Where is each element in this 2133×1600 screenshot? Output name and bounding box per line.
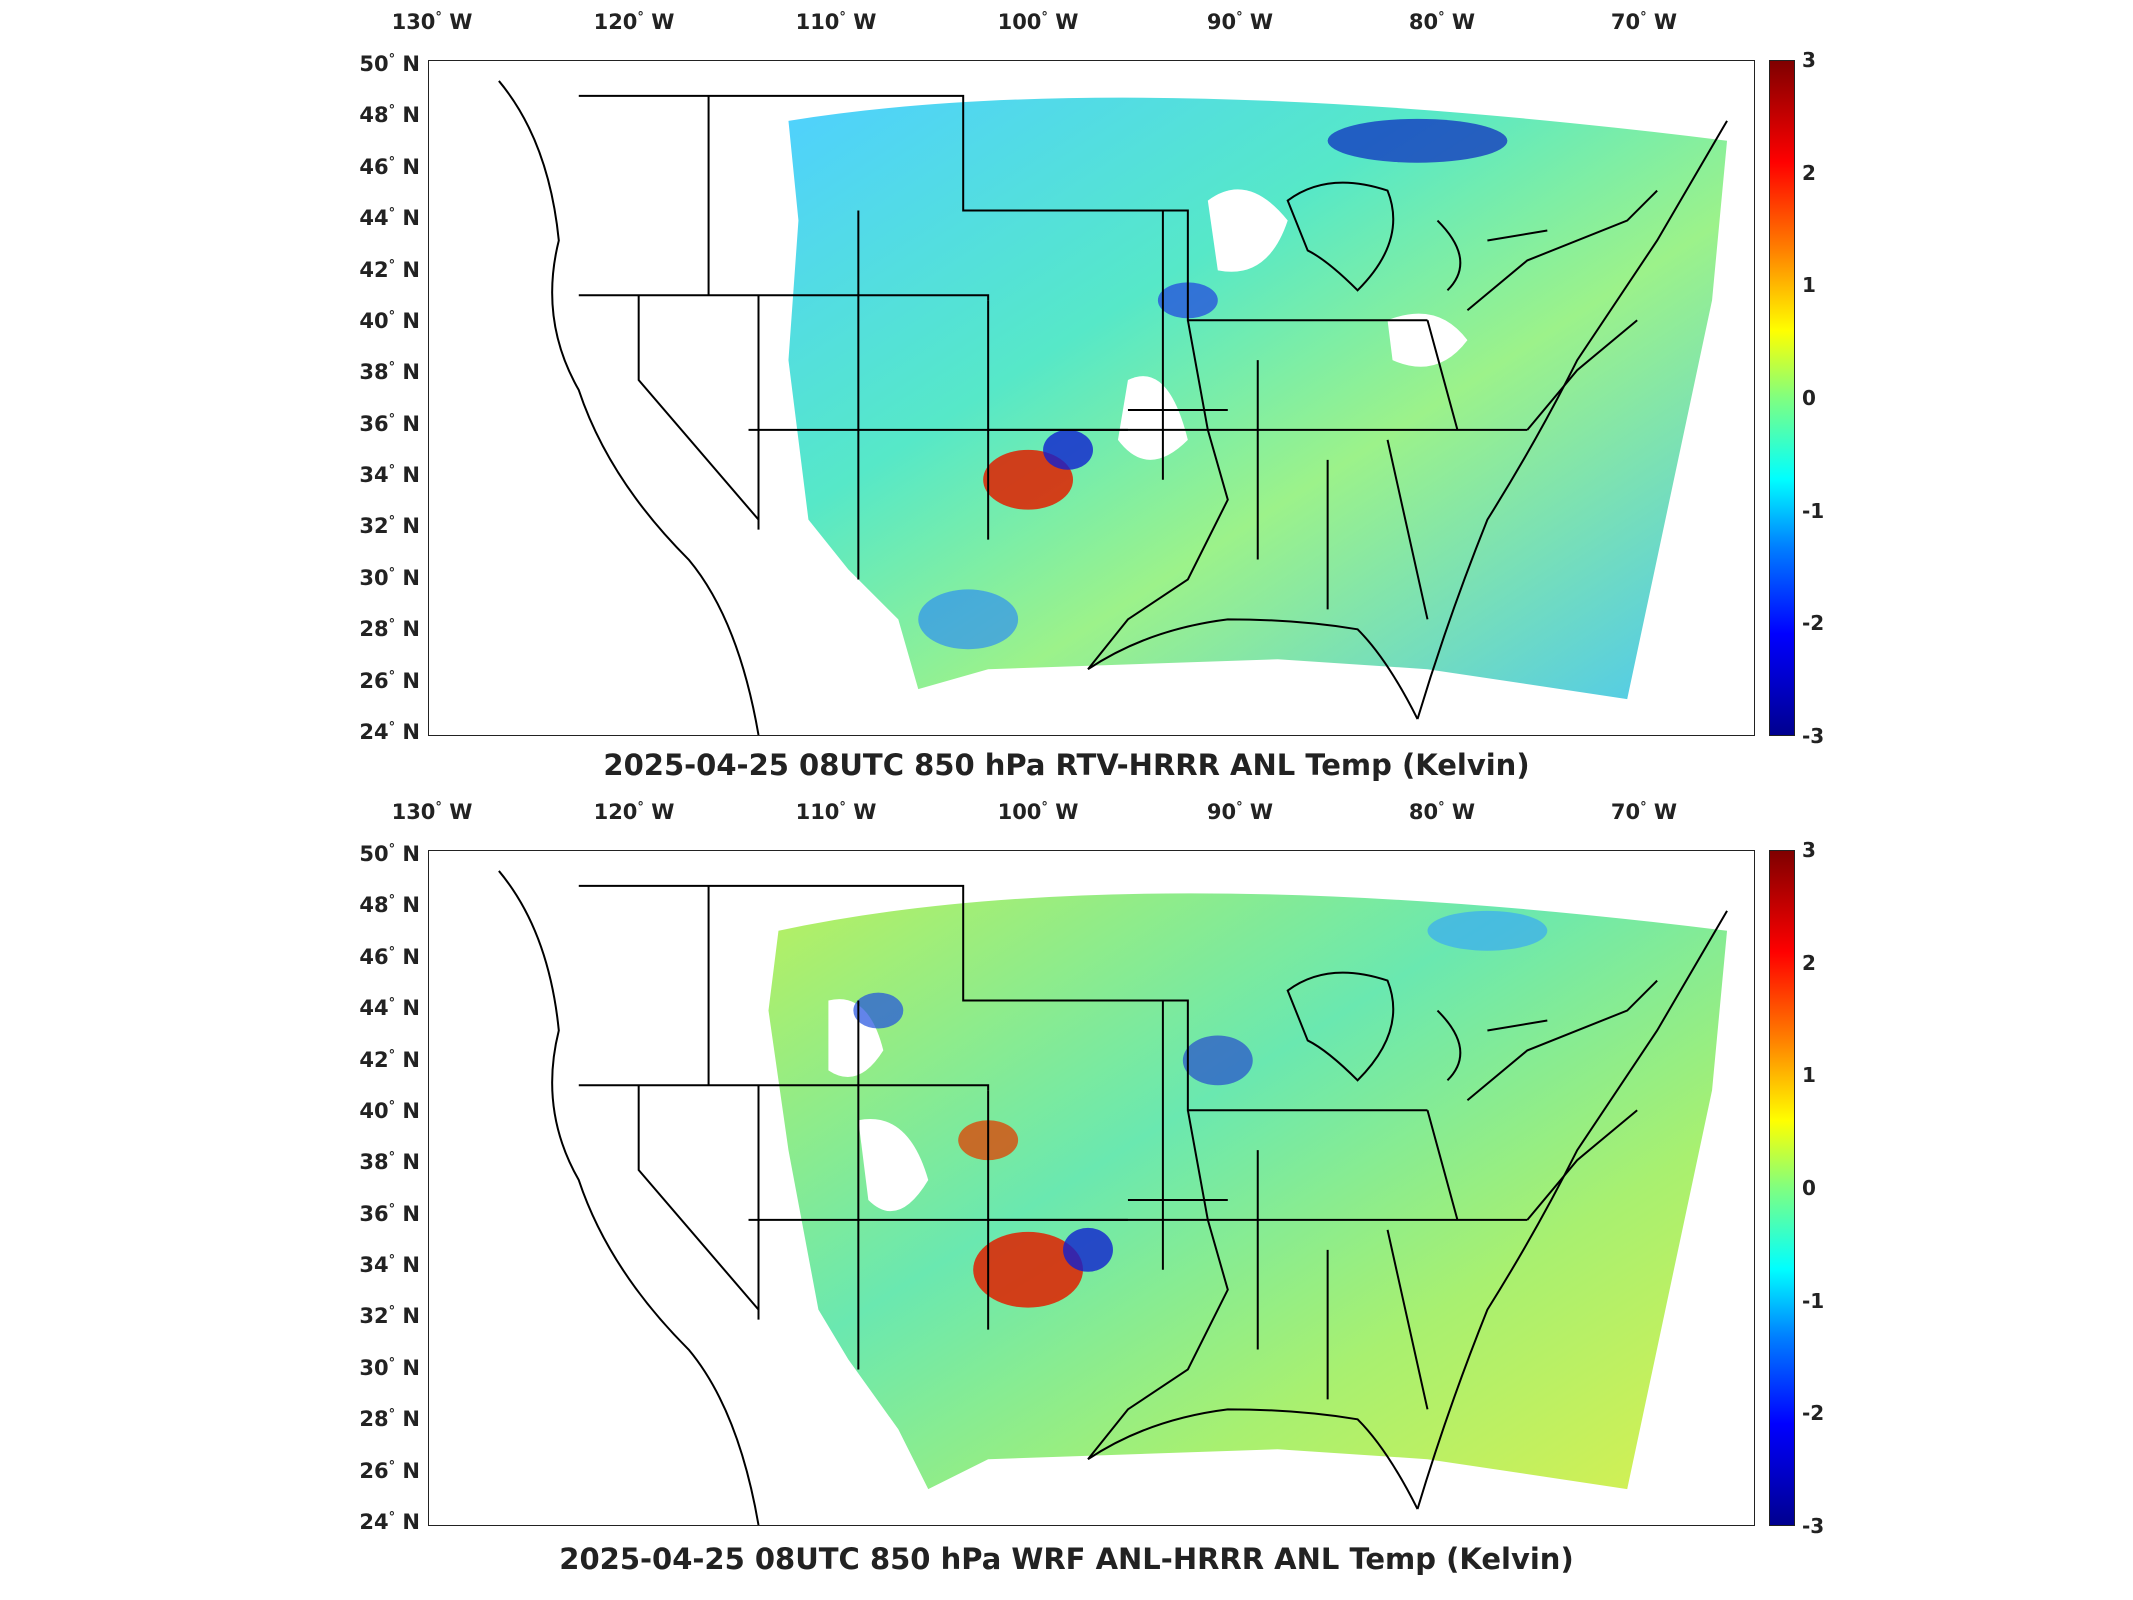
cold-anomaly bbox=[1043, 429, 1093, 470]
colorbar-tick-label: -2 bbox=[1802, 611, 1825, 636]
atlantic-coast bbox=[1416, 910, 1728, 1510]
cold-anomaly bbox=[853, 992, 904, 1029]
field-domain bbox=[768, 893, 1728, 1490]
latitude-label: 28° N bbox=[359, 617, 420, 642]
missing-data bbox=[1207, 189, 1288, 272]
colorbar-tick-label: -3 bbox=[1802, 1514, 1825, 1538]
latitude-label: 42° N bbox=[359, 257, 420, 282]
longitude-label: 130° W bbox=[391, 10, 473, 34]
great-lakes bbox=[1286, 971, 1548, 1082]
longitude-label: 90° W bbox=[1206, 10, 1274, 34]
latitude-label: 34° N bbox=[359, 1253, 420, 1278]
colorbar-tick-label: 1 bbox=[1802, 1063, 1816, 1088]
longitude-label: 100° W bbox=[997, 800, 1079, 824]
missing-data bbox=[1387, 313, 1468, 367]
map-axes bbox=[428, 850, 1755, 1526]
missing-data bbox=[1117, 376, 1188, 460]
state-border bbox=[963, 209, 1428, 670]
colorbar-tick-label: 3 bbox=[1802, 838, 1816, 862]
latitude-label: 24° N bbox=[359, 720, 420, 744]
colorbar-tick-label: -1 bbox=[1802, 498, 1825, 523]
latitude-label: 46° N bbox=[359, 944, 420, 969]
colorbar-tick-label: 0 bbox=[1802, 386, 1816, 410]
longitude-label: 120° W bbox=[593, 10, 675, 34]
state-border bbox=[1207, 979, 1658, 1410]
colorbar-tick-label: 1 bbox=[1802, 273, 1816, 298]
latitude-label: 44° N bbox=[359, 206, 420, 231]
latitude-label: 50° N bbox=[359, 842, 420, 866]
great-lakes bbox=[1286, 181, 1548, 292]
longitude-label: 120° W bbox=[593, 800, 675, 824]
longitude-label: 100° W bbox=[997, 10, 1079, 34]
colorbar-tick-label: 2 bbox=[1802, 950, 1816, 975]
map-axes bbox=[428, 60, 1755, 736]
latitude-label: 36° N bbox=[359, 1201, 420, 1226]
colorbar-tick-label: -1 bbox=[1802, 1288, 1825, 1313]
missing-data bbox=[858, 1118, 929, 1212]
gulf-coast bbox=[1087, 618, 1419, 720]
colorbar-tick-label: 3 bbox=[1802, 48, 1816, 72]
warm-anomaly bbox=[983, 449, 1074, 510]
latitude-label: 24° N bbox=[359, 1510, 420, 1534]
cold-anomaly bbox=[1182, 1035, 1253, 1086]
colorbar-tick-label: 2 bbox=[1802, 160, 1816, 185]
map-panel-rtv: 130° W 120° W 110° W 100° W 90° W 80° W 70° W … bbox=[0, 0, 2133, 790]
panel-title: 2025-04-25 08UTC 850 hPa RTV-HRRR ANL Te… bbox=[603, 748, 1530, 782]
temperature-map bbox=[498, 870, 1728, 1525]
cold-anomaly bbox=[1063, 1227, 1113, 1272]
latitude-label: 50° N bbox=[359, 52, 420, 76]
panel-title: 2025-04-25 08UTC 850 hPa WRF ANL-HRRR AN… bbox=[559, 1542, 1574, 1576]
colorbar-tick-label: -2 bbox=[1802, 1401, 1825, 1426]
atlantic-coast bbox=[1416, 120, 1728, 720]
latitude-label: 40° N bbox=[359, 1098, 420, 1123]
colorbar bbox=[1769, 60, 1795, 736]
latitude-label: 38° N bbox=[359, 1150, 420, 1175]
colorbar-tick-label: -3 bbox=[1802, 724, 1825, 748]
coastline bbox=[498, 80, 760, 735]
longitude-label: 130° W bbox=[391, 800, 473, 824]
longitude-label: 70° W bbox=[1610, 10, 1678, 34]
cold-anomaly bbox=[918, 589, 1019, 650]
latitude-label: 30° N bbox=[359, 565, 420, 590]
latitude-label: 46° N bbox=[359, 154, 420, 179]
state-border bbox=[963, 999, 1428, 1460]
latitude-label: 44° N bbox=[359, 996, 420, 1021]
temperature-map bbox=[498, 80, 1728, 735]
latitude-label: 36° N bbox=[359, 411, 420, 436]
longitude-label: 90° W bbox=[1206, 800, 1274, 824]
cold-anomaly bbox=[1427, 910, 1548, 951]
map-panel-wrf: 130° W 120° W 110° W 100° W 90° W 80° W 70° W … bbox=[0, 790, 2133, 1600]
latitude-label: 48° N bbox=[359, 103, 420, 128]
coastline bbox=[498, 870, 760, 1525]
latitude-label: 32° N bbox=[359, 1304, 420, 1329]
latitude-label: 38° N bbox=[359, 360, 420, 385]
latitude-label: 32° N bbox=[359, 514, 420, 539]
warm-anomaly bbox=[973, 1231, 1084, 1308]
gulf-coast bbox=[1087, 1408, 1419, 1510]
latitude-label: 28° N bbox=[359, 1407, 420, 1432]
longitude-label: 110° W bbox=[795, 10, 877, 34]
longitude-label: 80° W bbox=[1408, 800, 1476, 824]
colorbar bbox=[1769, 850, 1795, 1526]
latitude-label: 26° N bbox=[359, 668, 420, 693]
longitude-label: 80° W bbox=[1408, 10, 1476, 34]
latitude-label: 40° N bbox=[359, 308, 420, 333]
state-border bbox=[1207, 189, 1658, 620]
latitude-label: 26° N bbox=[359, 1458, 420, 1483]
cold-anomaly bbox=[1327, 118, 1508, 163]
latitude-label: 30° N bbox=[359, 1355, 420, 1380]
longitude-label: 70° W bbox=[1610, 800, 1678, 824]
colorbar-tick-label: 0 bbox=[1802, 1176, 1816, 1200]
latitude-label: 48° N bbox=[359, 893, 420, 918]
latitude-label: 42° N bbox=[359, 1047, 420, 1072]
longitude-label: 110° W bbox=[795, 800, 877, 824]
latitude-label: 34° N bbox=[359, 463, 420, 488]
